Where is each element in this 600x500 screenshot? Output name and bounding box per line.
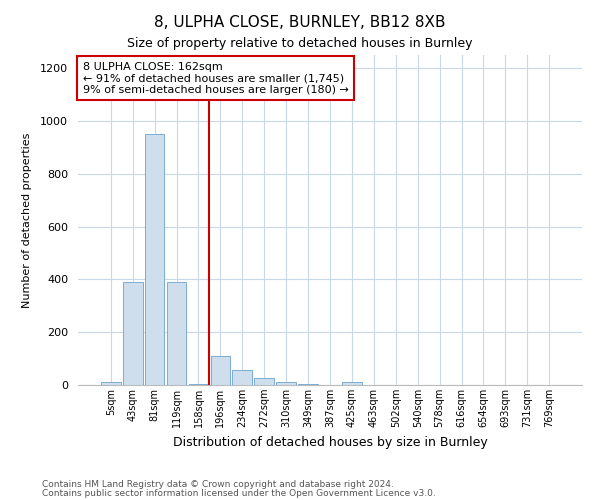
- X-axis label: Distribution of detached houses by size in Burnley: Distribution of detached houses by size …: [173, 436, 487, 448]
- Bar: [101, 382, 121, 385]
- Y-axis label: Number of detached properties: Number of detached properties: [22, 132, 32, 308]
- Bar: [188, 384, 208, 385]
- Text: 8, ULPHA CLOSE, BURNLEY, BB12 8XB: 8, ULPHA CLOSE, BURNLEY, BB12 8XB: [154, 15, 446, 30]
- Bar: [342, 382, 362, 385]
- Bar: [276, 382, 296, 385]
- Bar: [254, 378, 274, 385]
- Bar: [298, 384, 318, 385]
- Text: Contains public sector information licensed under the Open Government Licence v3: Contains public sector information licen…: [42, 490, 436, 498]
- Text: 8 ULPHA CLOSE: 162sqm
← 91% of detached houses are smaller (1,745)
9% of semi-de: 8 ULPHA CLOSE: 162sqm ← 91% of detached …: [83, 62, 349, 95]
- Bar: [232, 370, 252, 385]
- Text: Size of property relative to detached houses in Burnley: Size of property relative to detached ho…: [127, 38, 473, 51]
- Text: Contains HM Land Registry data © Crown copyright and database right 2024.: Contains HM Land Registry data © Crown c…: [42, 480, 394, 489]
- Bar: [145, 134, 164, 385]
- Bar: [211, 356, 230, 385]
- Bar: [167, 282, 187, 385]
- Bar: [123, 282, 143, 385]
